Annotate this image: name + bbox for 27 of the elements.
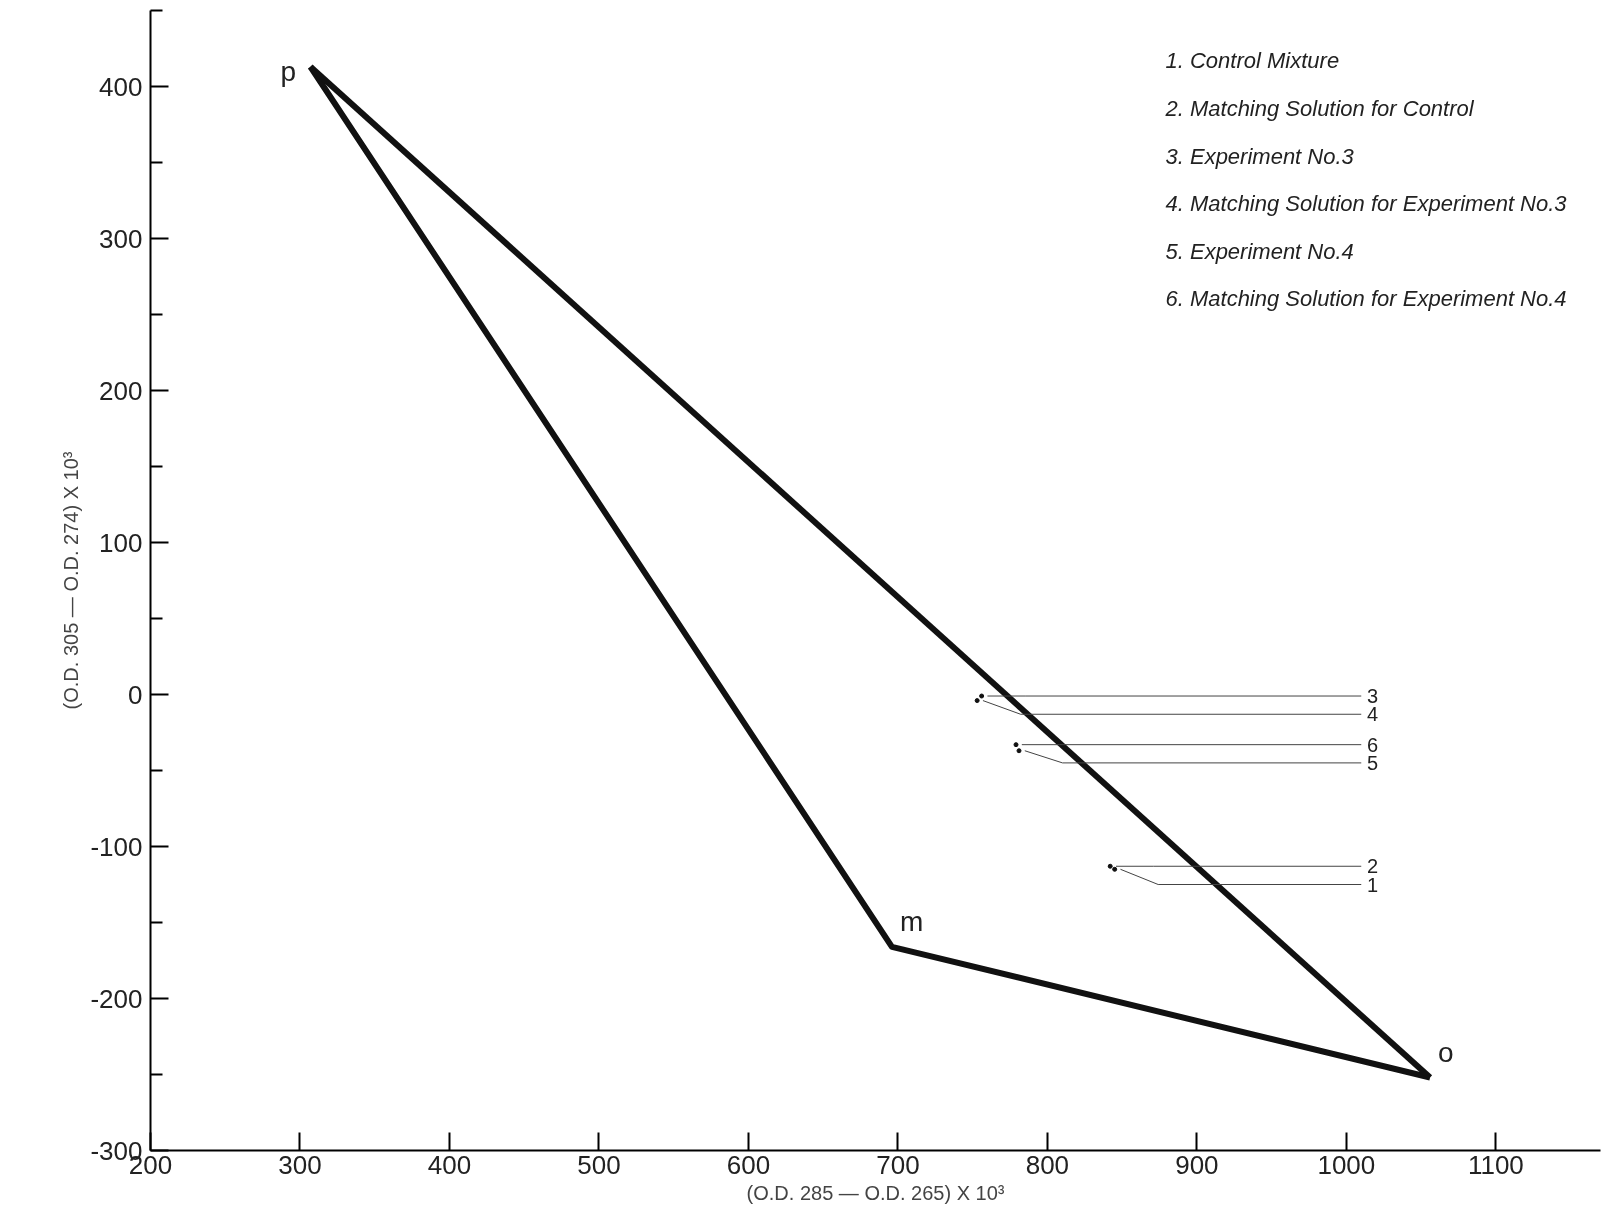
x-tick-label: 500: [577, 1149, 621, 1180]
x-tick-label: 900: [1175, 1149, 1219, 1180]
annotation: 2. Matching Solution for Control: [1164, 95, 1475, 121]
annotation: p: [280, 55, 297, 87]
x-tick-label: 800: [1025, 1149, 1070, 1180]
x-tick-label: 700: [876, 1149, 920, 1180]
annotation: m: [899, 905, 924, 937]
x-tick-label: 1000: [1317, 1149, 1376, 1180]
y-tick-label: 300: [99, 223, 143, 254]
annotation: 6. Matching Solution for Experiment No.4: [1165, 286, 1567, 312]
y-tick-label: -200: [90, 983, 143, 1014]
x-tick-label: 1100: [1467, 1149, 1524, 1180]
y-tick-label: 200: [99, 375, 143, 406]
annotation: 3. Experiment No.3: [1165, 143, 1355, 169]
y-tick-label: 0: [128, 679, 143, 710]
y-axis-title: (O.D. 305 — O.D. 274) X 10³: [60, 451, 83, 710]
x-axis-title: (O.D. 285 — O.D. 265) X 10³: [746, 1181, 1005, 1204]
y-tick-label: 100: [99, 527, 143, 558]
annotation: o: [1438, 1036, 1454, 1068]
annotation: 1. Control Mixture: [1165, 48, 1340, 74]
x-tick-label: 600: [726, 1149, 771, 1180]
x-tick-label: 300: [278, 1149, 322, 1180]
annotation: 4. Matching Solution for Experiment No.3: [1165, 191, 1568, 217]
annotation: 5. Experiment No.4: [1165, 238, 1354, 264]
x-tick-label: 400: [427, 1149, 472, 1180]
y-tick-label: 400: [99, 71, 143, 102]
y-tick-label: -100: [90, 831, 143, 862]
